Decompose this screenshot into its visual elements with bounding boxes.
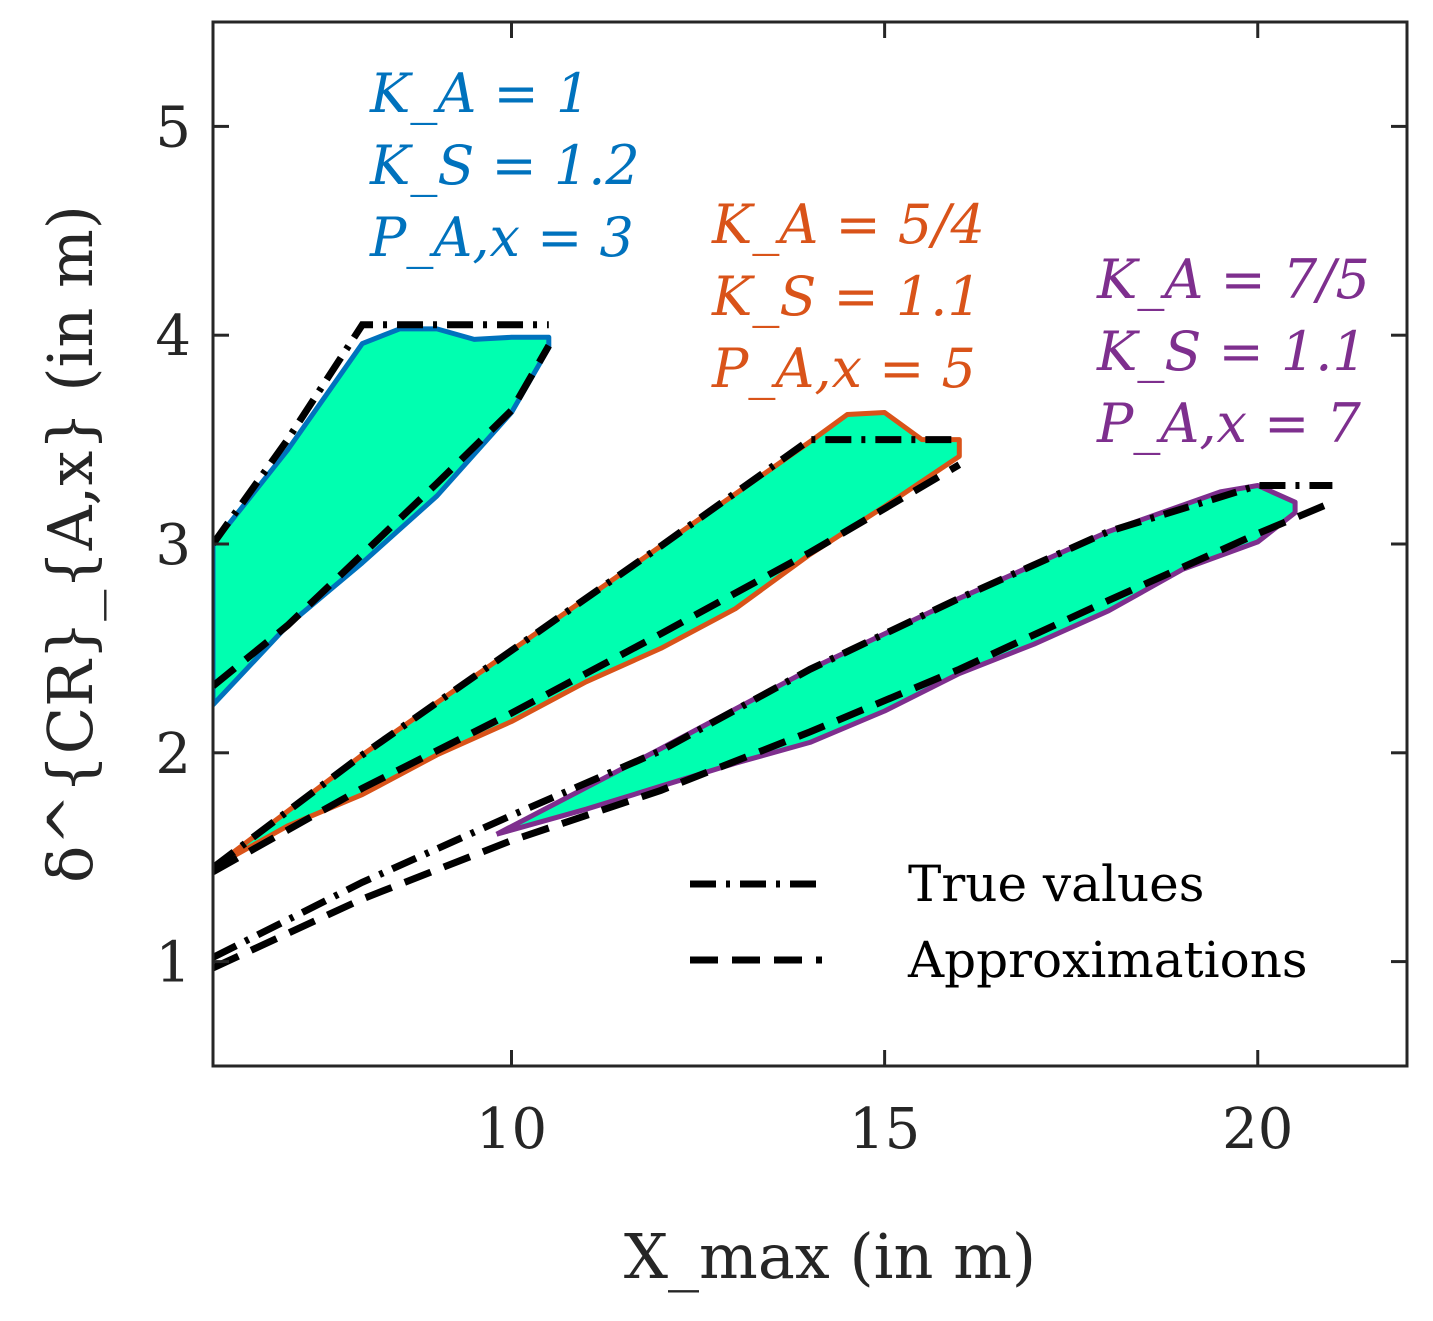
annotation-series-1-line-2: K_S = 1.2 [369, 134, 640, 197]
annotation-series-3-line-1: K_A = 7/5 [1096, 248, 1370, 311]
x-axis-label: X_max (in m) [624, 1220, 1036, 1293]
y-tick-label-1: 1 [155, 931, 191, 996]
annotation-series-2-line-1: K_A = 5/4 [711, 193, 985, 256]
annotation-series-1-line-1: K_A = 1 [369, 62, 590, 125]
legend-label-1: True values [908, 855, 1204, 913]
y-tick-label-3: 3 [155, 513, 191, 578]
true-values-line-series-3 [213, 482, 1333, 961]
annotation-series-3-line-3: P_A,x = 7 [1096, 392, 1362, 455]
region-fill-series-3 [496, 485, 1296, 835]
approximations-line-series-2 [213, 461, 962, 875]
region-fill-series-2 [213, 412, 960, 868]
true-values-line-series-2 [213, 436, 960, 871]
annotation-series-1-line-3: P_A,x = 3 [369, 206, 634, 269]
legend: True values Approximations [690, 855, 1308, 989]
annotation-series-2-line-2: K_S = 1.1 [711, 265, 982, 328]
annotation-series-2-line-3: P_A,x = 5 [711, 337, 976, 400]
region-boundary-series-2 [213, 410, 962, 870]
plot-area [213, 321, 1334, 972]
region-fill-series-1 [213, 328, 549, 705]
axes: K_A = 1 K_S = 1.2 P_A,x = 3 K_A = 5/4 K_S = … [34, 20, 1409, 1293]
legend-label-2: Approximations [907, 931, 1308, 989]
y-tick-label-2: 2 [155, 722, 191, 787]
true-values-line-series-1 [213, 321, 549, 547]
y-tick-label-5: 5 [155, 95, 191, 160]
x-tick-label-15: 15 [849, 1097, 920, 1162]
y-tick-label-4: 4 [155, 304, 191, 369]
y-axis-label: δ^{CR}_{A,x} (in m) [34, 205, 107, 883]
x-tick-label-10: 10 [476, 1097, 547, 1162]
x-tick-label-20: 20 [1222, 1097, 1293, 1162]
approximations-line-series-3 [213, 498, 1334, 972]
annotation-series-3-line-2: K_S = 1.1 [1096, 320, 1367, 383]
